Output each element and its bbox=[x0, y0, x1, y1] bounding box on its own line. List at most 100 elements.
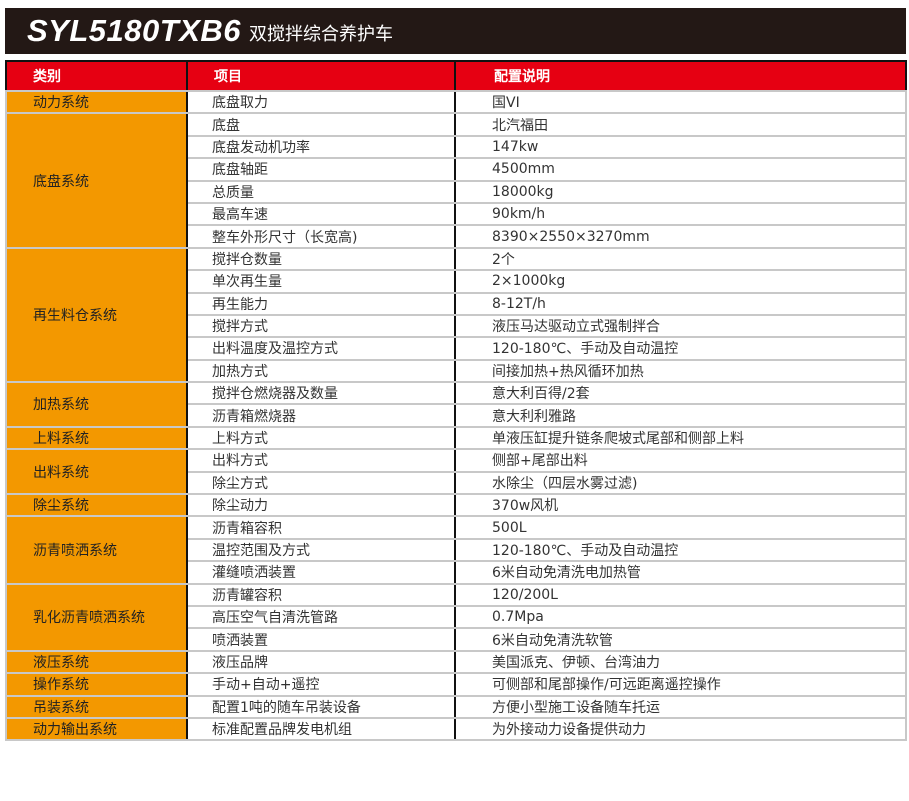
config-cell: 可侧部和尾部操作/可远距离遥控操作 bbox=[454, 672, 907, 697]
config-cell: 6米自动免清洗电加热管 bbox=[454, 560, 907, 585]
category-cell: 再生料仓系统 bbox=[5, 246, 188, 384]
table-row: 加热方式 间接加热+热风循环加热 bbox=[6, 358, 907, 384]
item-cell: 上料方式 bbox=[186, 425, 456, 451]
item-cell: 底盘轴距 bbox=[186, 157, 456, 182]
table-row: 搅拌方式 液压马达驱动立式强制拌合 bbox=[6, 313, 907, 339]
category-cell: 动力系统 bbox=[5, 89, 188, 115]
config-cell: 4500mm bbox=[454, 157, 907, 182]
table-row: 底盘发动机功率 147kw bbox=[6, 134, 907, 160]
config-cell: 0.7Mpa bbox=[454, 604, 907, 630]
item-cell: 灌缝喷洒装置 bbox=[186, 560, 456, 585]
item-cell: 手动+自动+遥控 bbox=[186, 672, 456, 697]
item-cell: 除尘动力 bbox=[186, 493, 456, 518]
item-cell: 高压空气自清洗管路 bbox=[186, 604, 456, 630]
config-cell: 120-180℃、手动及自动温控 bbox=[454, 537, 907, 563]
category-cell: 动力输出系统 bbox=[5, 716, 188, 742]
item-cell: 温控范围及方式 bbox=[186, 537, 456, 563]
config-cell: 2×1000kg bbox=[454, 269, 907, 294]
table-row: 动力系统 底盘取力 国VI bbox=[5, 89, 907, 115]
table-row: 上料系统 上料方式 单液压缸提升链条爬坡式尾部和侧部上料 bbox=[5, 425, 907, 451]
item-cell: 配置1吨的随车吊装设备 bbox=[186, 694, 456, 719]
item-cell: 沥青箱容积 bbox=[186, 515, 456, 540]
item-cell: 除尘方式 bbox=[186, 470, 456, 496]
item-cell: 底盘 bbox=[186, 112, 456, 137]
item-cell: 标准配置品牌发电机组 bbox=[186, 716, 456, 742]
model-number: SYL5180TXB6 bbox=[27, 13, 241, 48]
category-cell: 加热系统 bbox=[5, 381, 188, 428]
table-row: 动力输出系统 标准配置品牌发电机组 为外接动力设备提供动力 bbox=[5, 716, 907, 742]
config-cell: 水除尘（四层水雾过滤) bbox=[454, 470, 907, 496]
table-row: 最高车速 90km/h bbox=[6, 201, 907, 227]
table-row: 灌缝喷洒装置 6米自动免清洗电加热管 bbox=[6, 560, 907, 585]
config-cell: 120/200L bbox=[454, 582, 907, 608]
table-row: 再生料仓系统 搅拌仓数量 2个 bbox=[5, 246, 907, 384]
title-bar: SYL5180TXB6 双搅拌综合养护车 bbox=[5, 8, 906, 54]
table-row: 单次再生量 2×1000kg bbox=[6, 269, 907, 294]
table-row: 底盘系统 底盘 北汽福田 bbox=[5, 112, 907, 249]
category-cell: 液压系统 bbox=[5, 649, 188, 675]
config-cell: 8-12T/h bbox=[454, 291, 907, 316]
spec-table: 类别 项目 配置说明 动力系统 底盘取力 国VI 底盘系统 底盘 北汽福田 底盘发动机功率 1… bbox=[5, 60, 907, 742]
item-cell: 最高车速 bbox=[186, 201, 456, 227]
item-cell: 搅拌仓数量 bbox=[186, 246, 456, 272]
config-cell: 液压马达驱动立式强制拌合 bbox=[454, 313, 907, 339]
config-cell: 8390×2550×3270mm bbox=[454, 224, 907, 249]
item-cell: 沥青箱燃烧器 bbox=[186, 403, 456, 428]
category-cell: 出料系统 bbox=[5, 448, 188, 496]
vehicle-name: 双搅拌综合养护车 bbox=[249, 24, 393, 45]
category-cell: 底盘系统 bbox=[5, 112, 188, 249]
table-row: 高压空气自清洗管路 0.7Mpa bbox=[6, 604, 907, 630]
config-cell: 方便小型施工设备随车托运 bbox=[454, 694, 907, 719]
table-row: 操作系统 手动+自动+遥控 可侧部和尾部操作/可远距离遥控操作 bbox=[5, 672, 907, 697]
item-cell: 出料温度及温控方式 bbox=[186, 336, 456, 361]
table-row: 沥青喷洒系统 沥青箱容积 500L bbox=[5, 515, 907, 585]
table-row: 温控范围及方式 120-180℃、手动及自动温控 bbox=[6, 537, 907, 563]
item-cell: 液压品牌 bbox=[186, 649, 456, 675]
item-cell: 整车外形尺寸（长宽高) bbox=[186, 224, 456, 249]
table-row: 除尘方式 水除尘（四层水雾过滤) bbox=[6, 470, 907, 496]
table-row: 乳化沥青喷洒系统 沥青罐容积 120/200L bbox=[5, 582, 907, 652]
table-row: 底盘轴距 4500mm bbox=[6, 157, 907, 182]
item-cell: 沥青罐容积 bbox=[186, 582, 456, 608]
config-cell: 北汽福田 bbox=[454, 112, 907, 137]
config-cell: 18000kg bbox=[454, 179, 907, 204]
item-cell: 加热方式 bbox=[186, 358, 456, 384]
header-row: 类别 项目 配置说明 bbox=[5, 60, 907, 92]
table-row: 沥青箱燃烧器 意大利利雅路 bbox=[6, 403, 907, 428]
table-row: 吊装系统 配置1吨的随车吊装设备 方便小型施工设备随车托运 bbox=[5, 694, 907, 719]
category-cell: 沥青喷洒系统 bbox=[5, 515, 188, 585]
config-cell: 120-180℃、手动及自动温控 bbox=[454, 336, 907, 361]
header-category: 类别 bbox=[5, 60, 188, 92]
header-config: 配置说明 bbox=[454, 60, 907, 92]
config-cell: 单液压缸提升链条爬坡式尾部和侧部上料 bbox=[454, 425, 907, 451]
config-cell: 为外接动力设备提供动力 bbox=[454, 716, 907, 742]
item-cell: 搅拌方式 bbox=[186, 313, 456, 339]
category-cell: 操作系统 bbox=[5, 672, 188, 697]
item-cell: 喷洒装置 bbox=[186, 627, 456, 652]
header-item: 项目 bbox=[186, 60, 456, 92]
config-cell: 间接加热+热风循环加热 bbox=[454, 358, 907, 384]
config-cell: 500L bbox=[454, 515, 907, 540]
config-cell: 6米自动免清洗软管 bbox=[454, 627, 907, 652]
category-cell: 除尘系统 bbox=[5, 493, 188, 518]
config-cell: 147kw bbox=[454, 134, 907, 160]
item-cell: 出料方式 bbox=[186, 448, 456, 473]
table-row: 除尘系统 除尘动力 370w风机 bbox=[5, 493, 907, 518]
table-row: 再生能力 8-12T/h bbox=[6, 291, 907, 316]
config-cell: 意大利百得/2套 bbox=[454, 381, 907, 406]
config-cell: 90km/h bbox=[454, 201, 907, 227]
config-cell: 370w风机 bbox=[454, 493, 907, 518]
table-row: 喷洒装置 6米自动免清洗软管 bbox=[6, 627, 907, 652]
item-cell: 再生能力 bbox=[186, 291, 456, 316]
table-row: 总质量 18000kg bbox=[6, 179, 907, 204]
category-cell: 乳化沥青喷洒系统 bbox=[5, 582, 188, 652]
table-row: 液压系统 液压品牌 美国派克、伊顿、台湾油力 bbox=[5, 649, 907, 675]
item-cell: 搅拌仓燃烧器及数量 bbox=[186, 381, 456, 406]
table-row: 加热系统 搅拌仓燃烧器及数量 意大利百得/2套 bbox=[5, 381, 907, 428]
config-cell: 侧部+尾部出料 bbox=[454, 448, 907, 473]
item-cell: 底盘发动机功率 bbox=[186, 134, 456, 160]
table-row: 整车外形尺寸（长宽高) 8390×2550×3270mm bbox=[6, 224, 907, 249]
table-row: 出料温度及温控方式 120-180℃、手动及自动温控 bbox=[6, 336, 907, 361]
item-cell: 底盘取力 bbox=[186, 89, 456, 115]
item-cell: 单次再生量 bbox=[186, 269, 456, 294]
